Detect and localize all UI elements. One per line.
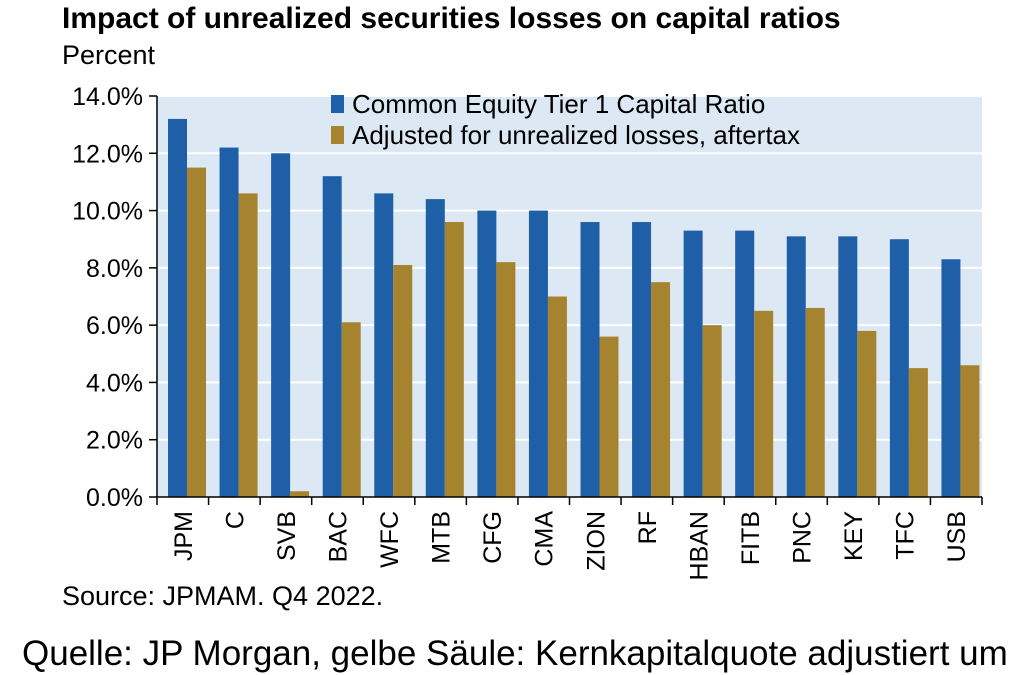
- y-tick-label: 8.0%: [86, 255, 143, 283]
- adjusted-bar-zion: [599, 336, 619, 497]
- adjusted-bar-pnc: [805, 307, 825, 497]
- x-tick-label-wfc: WFC: [376, 511, 404, 568]
- legend-adjusted-swatch: [331, 126, 344, 144]
- cet1-bar-pnc: [786, 236, 806, 497]
- x-tick-label-jpm: JPM: [170, 511, 198, 561]
- x-tick-label-zion: ZION: [582, 511, 610, 571]
- y-tick-label: 14.0%: [72, 83, 143, 111]
- adjusted-bar-bac: [341, 322, 361, 497]
- cet1-bar-usb: [941, 259, 961, 497]
- y-tick-label: 2.0%: [86, 427, 143, 455]
- x-tick-label-pnc: PNC: [789, 511, 817, 564]
- adjusted-bar-fitb: [754, 310, 774, 497]
- x-tick-label-rf: RF: [634, 511, 662, 544]
- legend-cet1-label: Common Equity Tier 1 Capital Ratio: [352, 89, 765, 119]
- x-tick-label-svb: SVB: [273, 511, 301, 561]
- x-tick-label-usb: USB: [943, 511, 971, 562]
- y-tick-label: 0.0%: [86, 484, 143, 512]
- adjusted-bar-key: [857, 330, 877, 497]
- chart-title: Impact of unrealized securities losses o…: [62, 2, 841, 35]
- cet1-bar-bac: [322, 176, 342, 497]
- image-caption: Quelle: JP Morgan, gelbe Säule: Kernkapi…: [22, 634, 1008, 673]
- x-tick-label-tfc: TFC: [892, 511, 920, 560]
- cet1-bar-cma: [528, 210, 548, 498]
- y-tick-label: 10.0%: [72, 198, 143, 226]
- legend-adjusted-label: Adjusted for unrealized losses, aftertax: [352, 120, 800, 150]
- cet1-bar-zion: [580, 222, 600, 497]
- adjusted-bar-cfg: [496, 262, 516, 497]
- x-tick-label-cma: CMA: [531, 511, 559, 567]
- cet1-bar-c: [219, 147, 239, 498]
- cet1-bar-svb: [271, 153, 291, 498]
- legend-cet1-swatch: [331, 95, 344, 113]
- cet1-bar-fitb: [735, 230, 755, 497]
- cet1-bar-wfc: [374, 193, 394, 497]
- adjusted-bar-svb: [290, 491, 310, 497]
- y-tick-label: 6.0%: [86, 312, 143, 340]
- adjusted-bar-cma: [547, 296, 567, 497]
- adjusted-bar-wfc: [393, 264, 413, 497]
- adjusted-bar-jpm: [187, 167, 206, 497]
- adjusted-bar-mtb: [444, 222, 464, 497]
- adjusted-bar-usb: [960, 365, 980, 497]
- x-tick-label-bac: BAC: [324, 511, 352, 562]
- adjusted-bar-rf: [651, 282, 671, 497]
- x-tick-label-cfg: CFG: [479, 511, 507, 564]
- adjusted-bar-hban: [702, 325, 722, 497]
- x-tick-label-c: C: [221, 511, 249, 529]
- cet1-bar-jpm: [168, 118, 187, 498]
- cet1-bar-hban: [683, 230, 703, 497]
- x-tick-label-hban: HBAN: [685, 511, 713, 580]
- cet1-bar-tfc: [889, 239, 909, 497]
- cet1-bar-rf: [632, 222, 652, 497]
- source-note: Source: JPMAM. Q4 2022.: [62, 581, 384, 611]
- x-tick-label-fitb: FITB: [737, 511, 765, 565]
- adjusted-bar-c: [238, 193, 258, 497]
- cet1-bar-cfg: [477, 210, 497, 498]
- cet1-bar-key: [838, 236, 858, 497]
- chart-subtitle: Percent: [62, 40, 156, 70]
- cet1-bar-mtb: [425, 199, 445, 497]
- y-tick-label: 4.0%: [86, 369, 143, 397]
- y-tick-label: 12.0%: [72, 140, 143, 168]
- x-tick-label-key: KEY: [840, 511, 868, 561]
- adjusted-bar-tfc: [908, 368, 928, 497]
- x-tick-label-mtb: MTB: [428, 511, 456, 564]
